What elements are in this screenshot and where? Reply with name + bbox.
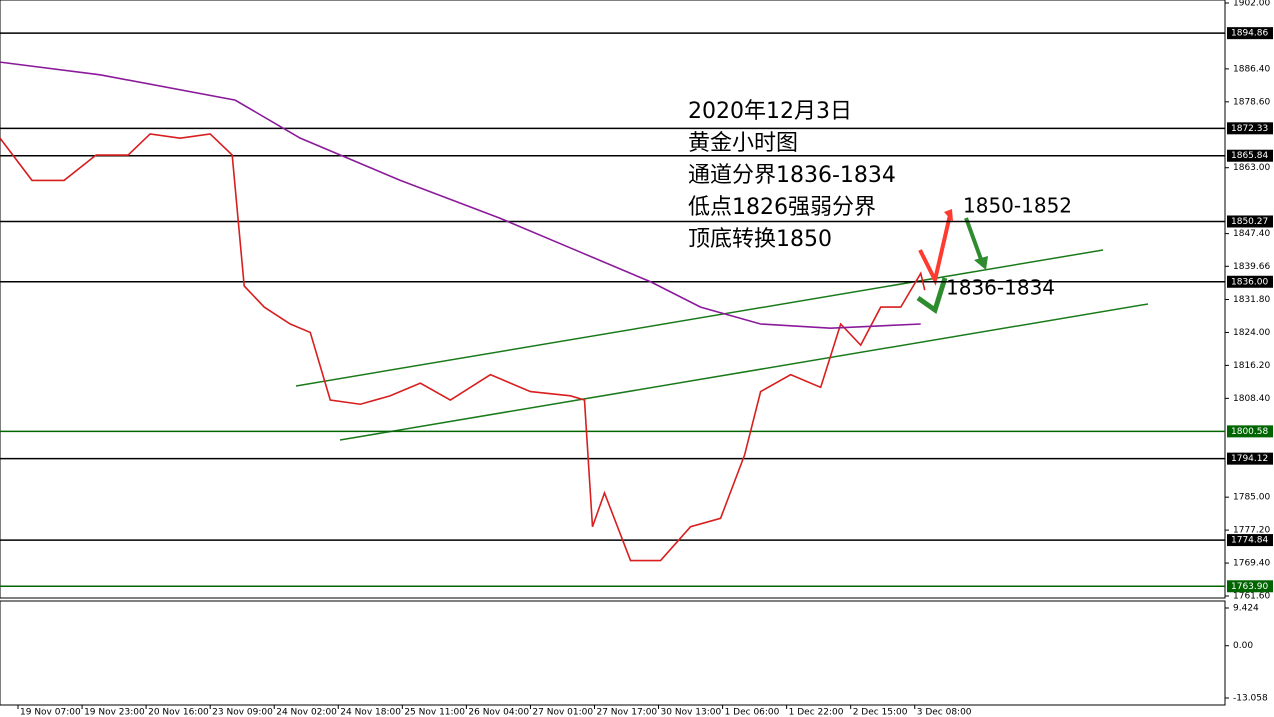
level-box: [1227, 27, 1273, 40]
oscillator-panel: [0, 600, 1226, 706]
level-box: [1227, 452, 1273, 465]
y-tick-label: 1847.40: [1233, 229, 1270, 239]
x-tick-label: 2 Dec 15:00: [853, 708, 908, 717]
level-label: 1794.12: [1231, 454, 1268, 464]
annotation: 1850-1852: [963, 194, 1072, 218]
level-label: 1894.86: [1231, 29, 1268, 39]
y-tick-label: 1769.40: [1233, 559, 1270, 569]
level-box: [1227, 275, 1273, 288]
x-tick-label: 26 Nov 04:00: [468, 708, 529, 717]
level-label: 1836.00: [1231, 277, 1268, 287]
channel-line: [295, 249, 1104, 387]
level-label: 1872.33: [1231, 124, 1268, 134]
x-tick-label: 30 Nov 13:00: [661, 708, 722, 717]
osc-tick-label: 9.424: [1233, 604, 1259, 614]
y-tick-label: 1824.00: [1233, 328, 1270, 338]
price-line: [0, 133, 926, 562]
y-tick-label: 1777.20: [1233, 526, 1270, 536]
x-tick-label: 25 Nov 11:00: [404, 708, 465, 717]
channel-line: [339, 303, 1149, 441]
price-panel: [0, 0, 1226, 599]
level-label: 1865.84: [1231, 151, 1268, 161]
x-tick-label: 1 Dec 06:00: [725, 708, 780, 717]
y-tick-label: 1886.40: [1233, 64, 1270, 74]
annotation: 通道分界1836-1834: [688, 163, 896, 188]
x-tick-label: 3 Dec 08:00: [917, 708, 972, 717]
green-check: [916, 277, 948, 315]
x-tick-label: 23 Nov 09:00: [212, 708, 273, 717]
osc-tick-label: 0.00: [1233, 641, 1253, 651]
y-tick-label: 1863.00: [1233, 163, 1270, 173]
level-box: [1227, 149, 1273, 162]
level-label: 1774.84: [1231, 536, 1268, 546]
y-tick-label: 1831.80: [1233, 295, 1270, 305]
x-tick-label: 20 Nov 16:00: [148, 708, 209, 717]
arrow-head: [944, 209, 953, 222]
price-line: [0, 61, 921, 330]
y-tick-label: 1816.20: [1233, 361, 1270, 371]
level-box: [1227, 425, 1273, 438]
x-tick-label: 24 Nov 02:00: [276, 708, 337, 717]
level-box: [1227, 580, 1273, 593]
osc-tick-label: -13.058: [1233, 694, 1268, 704]
arrow-head: [974, 256, 988, 270]
y-tick-label: 1878.60: [1233, 97, 1270, 107]
level-label: 1800.58: [1231, 427, 1268, 437]
level-box: [1227, 534, 1273, 547]
y-tick-label: 1902.00: [1233, 0, 1270, 9]
level-label: 1850.27: [1231, 217, 1268, 227]
x-tick-label: 19 Nov 23:00: [84, 708, 145, 717]
x-tick-label: 1 Dec 22:00: [789, 708, 844, 717]
green-arrow: [964, 217, 984, 263]
annotation: 2020年12月3日: [688, 99, 852, 124]
x-tick-label: 19 Nov 07:00: [20, 708, 81, 717]
level-box: [1227, 122, 1273, 135]
x-tick-label: 27 Nov 01:00: [532, 708, 593, 717]
level-box: [1227, 215, 1273, 228]
annotation: 1836-1834: [946, 276, 1055, 300]
red-arrow: [918, 214, 952, 286]
level-label: 1763.90: [1231, 582, 1268, 592]
x-tick-label: 24 Nov 18:00: [340, 708, 401, 717]
annotation: 顶底转换1850: [688, 227, 832, 252]
annotation: 黄金小时图: [688, 131, 798, 156]
y-tick-label: 1808.40: [1233, 394, 1270, 404]
channel: [295, 249, 1149, 441]
arrows: [916, 209, 988, 315]
x-tick-label: 27 Nov 17:00: [596, 708, 657, 717]
y-tick-label: 1761.60: [1233, 592, 1270, 602]
y-tick-label: 1785.00: [1233, 493, 1270, 503]
annotation: 低点1826强弱分界: [688, 195, 876, 220]
y-tick-label: 1839.66: [1233, 262, 1270, 272]
